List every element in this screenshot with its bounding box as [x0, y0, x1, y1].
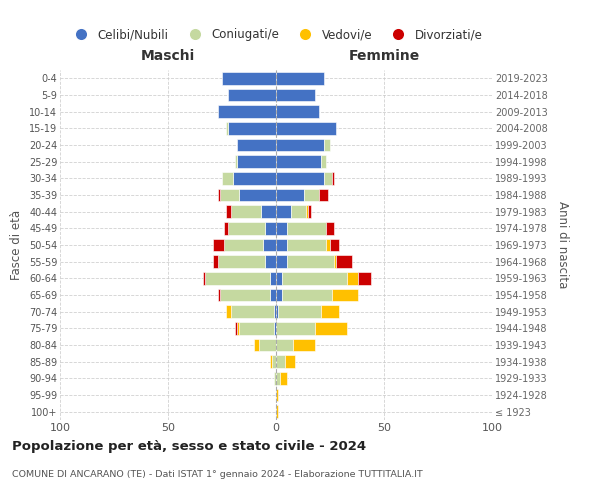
Bar — [229, 222, 265, 234]
Bar — [276, 89, 315, 101]
Bar — [269, 272, 276, 284]
Bar — [276, 356, 284, 368]
Bar — [224, 222, 229, 234]
Bar — [218, 289, 220, 301]
Text: COMUNE DI ANCARANO (TE) - Dati ISTAT 1° gennaio 2024 - Elaborazione TUTTITALIA.I: COMUNE DI ANCARANO (TE) - Dati ISTAT 1° … — [12, 470, 423, 479]
Bar — [276, 322, 315, 334]
Bar — [308, 206, 311, 218]
Bar — [322, 306, 338, 318]
Bar — [319, 188, 328, 201]
Bar — [229, 122, 276, 134]
Bar — [237, 138, 276, 151]
Bar — [218, 188, 220, 201]
Bar — [332, 172, 334, 184]
Y-axis label: Fasce di età: Fasce di età — [10, 210, 23, 280]
Bar — [291, 206, 306, 218]
Bar — [276, 239, 287, 251]
Bar — [222, 72, 276, 85]
Bar — [274, 306, 276, 318]
Bar — [276, 256, 287, 268]
Bar — [276, 206, 291, 218]
Bar — [229, 89, 276, 101]
Bar — [334, 256, 337, 268]
Bar — [276, 72, 323, 85]
Bar — [276, 188, 304, 201]
Bar — [230, 306, 274, 318]
Bar — [237, 156, 276, 168]
Bar — [330, 239, 338, 251]
Bar — [265, 256, 276, 268]
Bar — [239, 188, 276, 201]
Bar — [276, 339, 293, 351]
Bar — [323, 172, 332, 184]
Bar — [280, 372, 287, 384]
Bar — [322, 156, 326, 168]
Bar — [304, 188, 319, 201]
Bar — [276, 138, 323, 151]
Bar — [276, 122, 337, 134]
Bar — [287, 239, 326, 251]
Text: Femmine: Femmine — [349, 49, 419, 63]
Bar — [220, 289, 269, 301]
Bar — [284, 356, 295, 368]
Bar — [358, 272, 371, 284]
Bar — [276, 289, 283, 301]
Bar — [265, 222, 276, 234]
Bar — [306, 206, 308, 218]
Bar — [276, 389, 278, 401]
Bar — [226, 122, 229, 134]
Bar — [218, 256, 265, 268]
Bar — [276, 106, 319, 118]
Text: Maschi: Maschi — [141, 49, 195, 63]
Bar — [274, 372, 276, 384]
Bar — [287, 256, 334, 268]
Bar — [259, 339, 276, 351]
Bar — [269, 356, 272, 368]
Legend: Celibi/Nubili, Coniugati/e, Vedovi/e, Divorziati/e: Celibi/Nubili, Coniugati/e, Vedovi/e, Di… — [65, 24, 487, 46]
Bar — [276, 372, 280, 384]
Bar — [235, 156, 237, 168]
Bar — [276, 272, 283, 284]
Bar — [283, 289, 332, 301]
Bar — [239, 322, 274, 334]
Bar — [283, 272, 347, 284]
Bar — [276, 306, 278, 318]
Bar — [276, 172, 323, 184]
Bar — [226, 306, 230, 318]
Bar — [226, 206, 230, 218]
Bar — [326, 239, 330, 251]
Bar — [230, 206, 261, 218]
Bar — [222, 172, 233, 184]
Bar — [287, 222, 326, 234]
Bar — [323, 138, 330, 151]
Bar — [293, 339, 315, 351]
Bar — [332, 289, 358, 301]
Text: Popolazione per età, sesso e stato civile - 2024: Popolazione per età, sesso e stato civil… — [12, 440, 366, 453]
Bar — [337, 256, 352, 268]
Bar — [254, 339, 259, 351]
Bar — [276, 156, 322, 168]
Bar — [205, 272, 269, 284]
Bar — [326, 222, 334, 234]
Bar — [347, 272, 358, 284]
Bar — [235, 322, 237, 334]
Bar — [220, 188, 239, 201]
Y-axis label: Anni di nascita: Anni di nascita — [556, 202, 569, 288]
Bar — [278, 306, 322, 318]
Bar — [261, 206, 276, 218]
Bar — [218, 106, 276, 118]
Bar — [263, 239, 276, 251]
Bar — [276, 222, 287, 234]
Bar — [237, 322, 239, 334]
Bar — [315, 322, 347, 334]
Bar — [274, 322, 276, 334]
Bar — [269, 289, 276, 301]
Bar — [203, 272, 205, 284]
Bar — [276, 406, 278, 418]
Bar — [272, 356, 276, 368]
Bar — [214, 256, 218, 268]
Bar — [233, 172, 276, 184]
Bar — [214, 239, 224, 251]
Bar — [224, 239, 263, 251]
